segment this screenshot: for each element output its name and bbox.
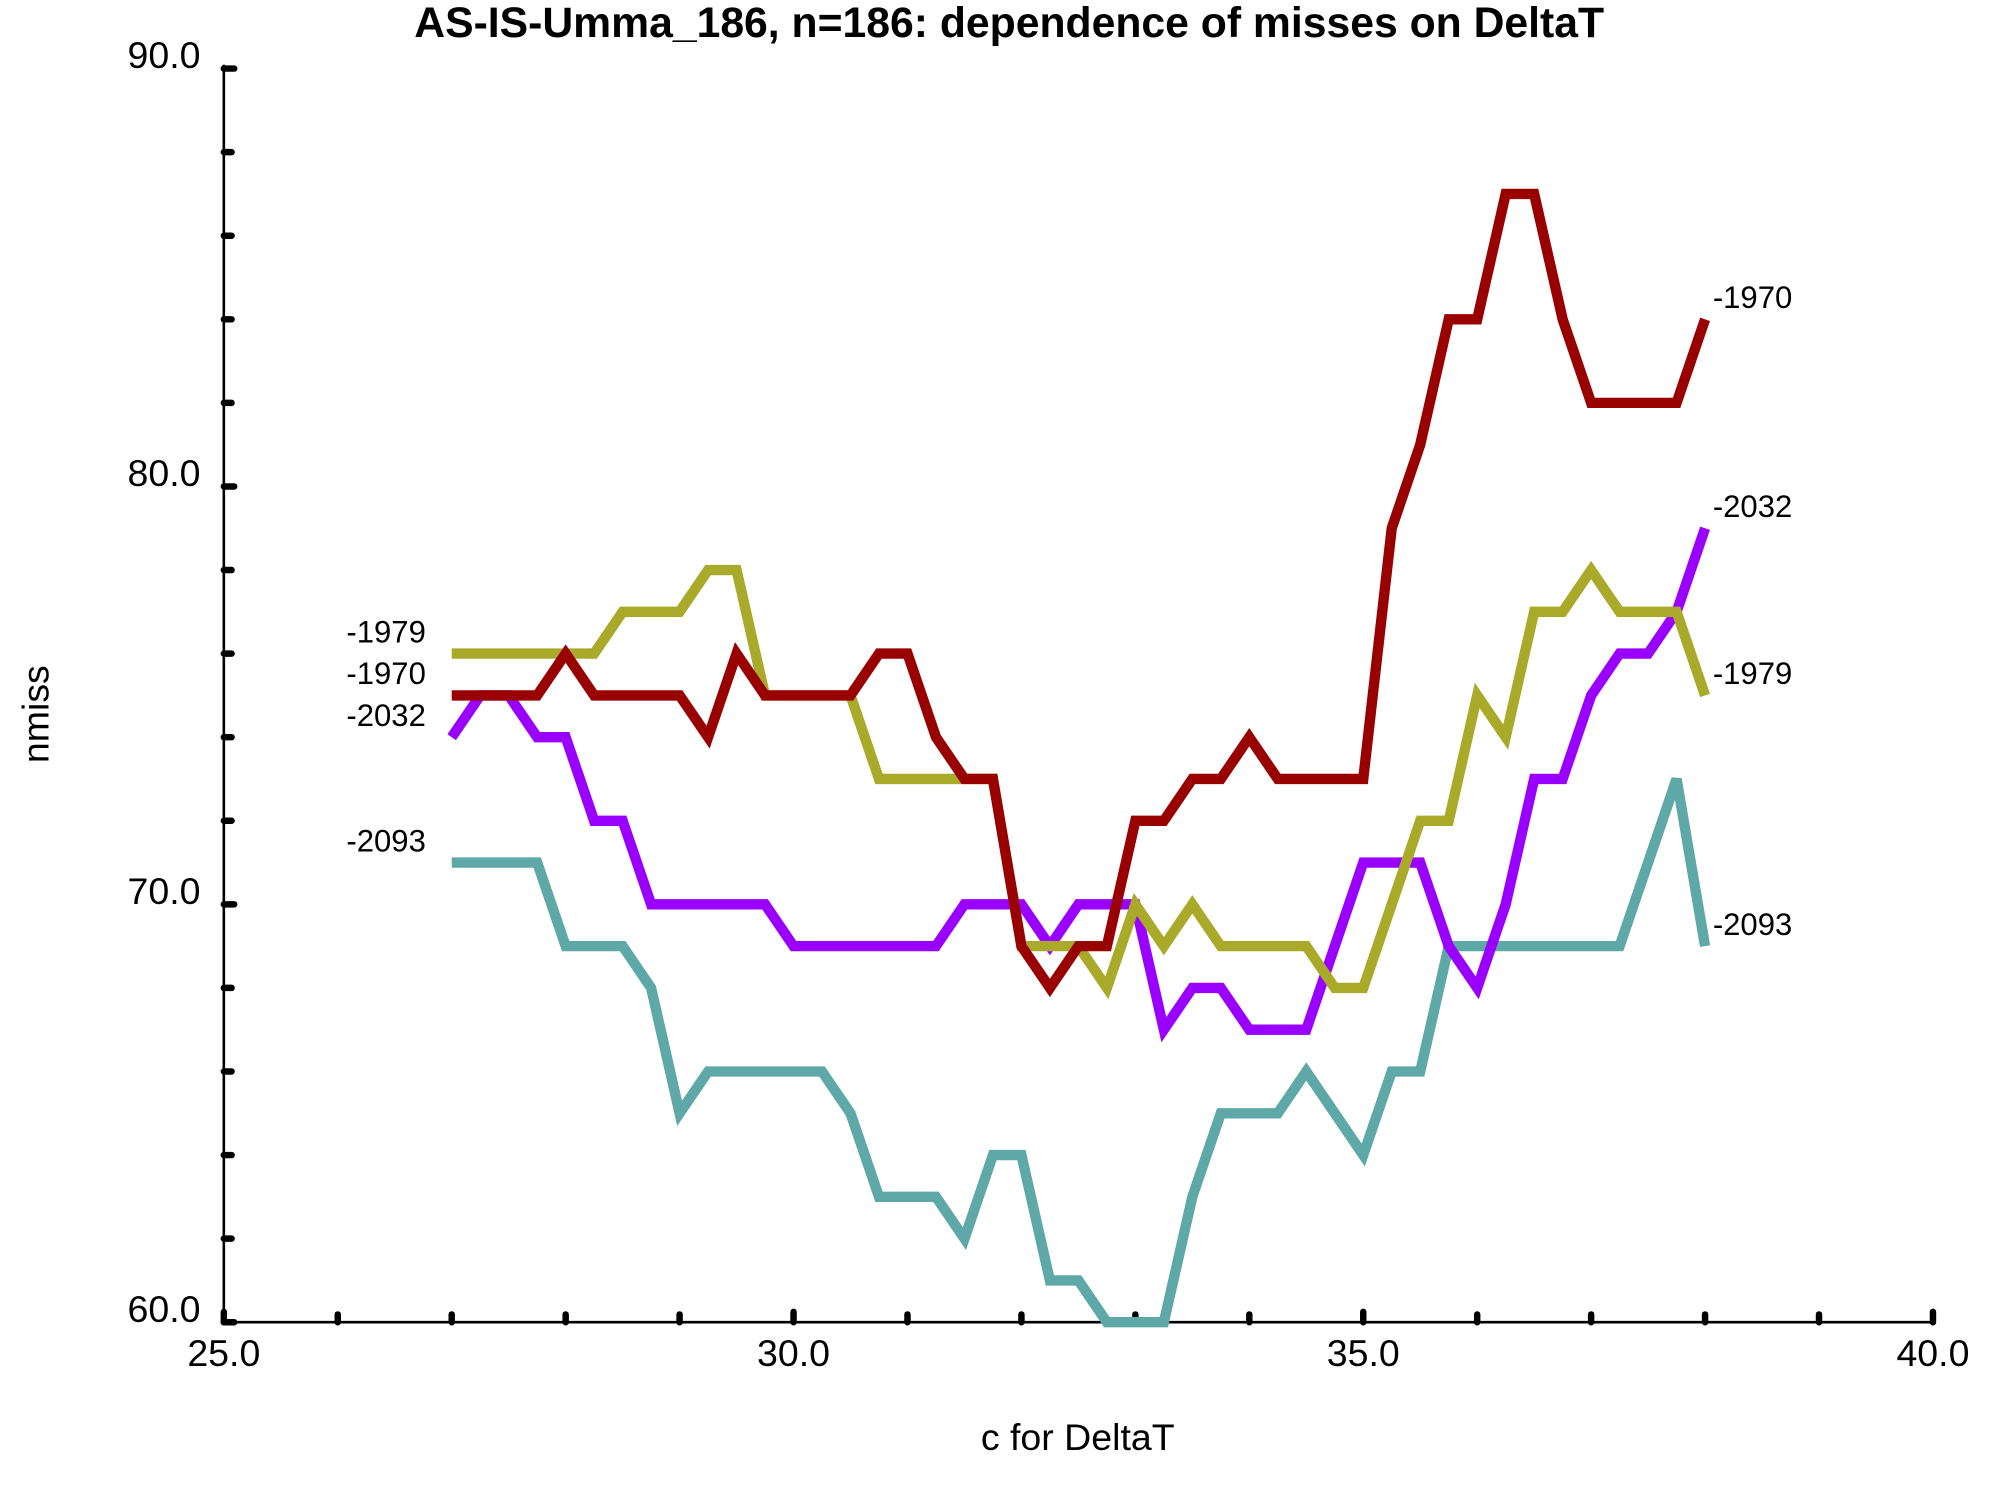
series-label-left: -1970 — [346, 656, 425, 691]
series-label-right: -2032 — [1713, 489, 1792, 524]
y-tick-label: 60.0 — [128, 1288, 201, 1330]
series-label-right: -1970 — [1713, 280, 1792, 315]
series-line — [447, 526, 1710, 1043]
x-tick-label: 35.0 — [1327, 1332, 1400, 1374]
series-label-right: -1979 — [1713, 656, 1792, 691]
series-label-left: -2032 — [346, 698, 425, 733]
y-tick-label: 90.0 — [128, 34, 201, 76]
x-tick-label: 30.0 — [757, 1332, 830, 1374]
x-tick-label: 40.0 — [1896, 1332, 1969, 1374]
x-axis-label: c for DeltaT — [981, 1416, 1175, 1458]
series-label-left: -2093 — [346, 823, 425, 858]
x-tick-label: 25.0 — [187, 1332, 260, 1374]
y-axis-label: nmiss — [15, 665, 57, 763]
series-line — [451, 188, 1710, 998]
series-label-left: -1979 — [346, 614, 425, 649]
y-tick-label: 80.0 — [128, 452, 201, 494]
chart-title: AS-IS-Umma_186, n=186: dependence of mis… — [414, 0, 1604, 47]
y-tick-label: 70.0 — [128, 870, 201, 912]
series-label-right: -2093 — [1713, 907, 1792, 942]
series-line — [451, 560, 1710, 1000]
